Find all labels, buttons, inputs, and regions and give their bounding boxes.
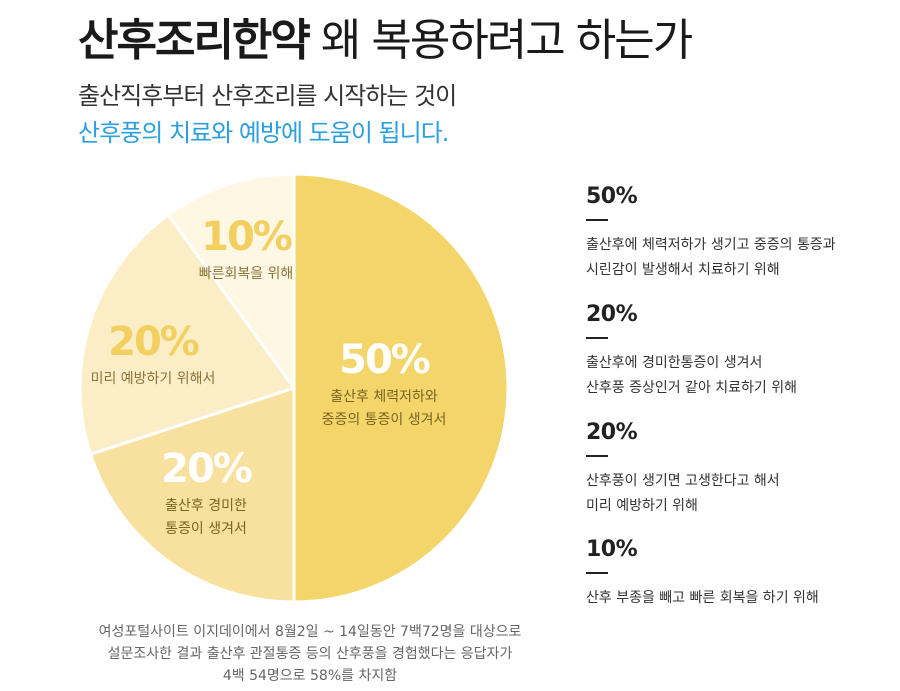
survey-footnote: 여성포털사이트 이지데이에서 8월2일 ~ 14일동안 7백72명을 대상으로 … <box>80 621 540 687</box>
slice-percent-label: 20% <box>108 319 199 365</box>
legend-percent: 50% <box>586 184 638 209</box>
legend-item-1: 50% 출산후에 체력저하가 생기고 중증의 통증과 시린감이 발생해서 치료하… <box>586 184 886 283</box>
legend-text: 산후 부종을 빼고 빠른 회복을 하기 위해 <box>586 590 819 606</box>
slice-description: 빠른회복을 위해 <box>199 266 294 282</box>
title-rest: 왜 복용하려고 하는가 <box>320 15 693 66</box>
pie-slice <box>292 172 510 604</box>
slice-description: 통증이 생겨서 <box>165 521 247 537</box>
legend-item-2: 20% 출산후에 경미한통증이 생겨서 산후풍 증상인거 같아 치료하기 위해 <box>586 302 886 401</box>
slice-percent-label: 20% <box>161 446 252 492</box>
slice-description: 중증의 통증이 생겨서 <box>322 412 447 428</box>
legend-percent: 20% <box>586 420 638 445</box>
footnote-line: 여성포털사이트 이지데이에서 8월2일 ~ 14일동안 7백72명을 대상으로 <box>98 624 522 640</box>
slice-description: 출산후 체력저하와 <box>330 389 438 405</box>
legend-divider <box>586 455 608 457</box>
legend-item-4: 10% 산후 부종을 빼고 빠른 회복을 하기 위해 <box>586 537 886 611</box>
slice-percent-label: 10% <box>201 214 292 260</box>
pie-slice <box>88 385 296 604</box>
title-bold: 산후조리한약 <box>78 15 311 66</box>
pie-slice <box>166 172 296 393</box>
legend-text: 시린감이 발생해서 치료하기 위해 <box>586 262 780 278</box>
legend-percent: 10% <box>586 537 638 562</box>
page-title: 산후조리한약 왜 복용하려고 하는가 <box>78 4 693 68</box>
slice-percent-label: 50% <box>339 337 430 383</box>
legend-divider <box>586 572 608 574</box>
slice-description: 미리 예방하기 위해서 <box>91 371 216 387</box>
legend-percent: 20% <box>586 302 638 327</box>
slice-description: 출산후 경미한 <box>165 498 247 514</box>
pie-slice <box>78 212 297 457</box>
legend-text: 출산후에 경미한통증이 생겨서 <box>586 355 763 371</box>
legend-text: 출산후에 체력저하가 생기고 중증의 통증과 <box>586 237 836 253</box>
subtitle-line-1: 출산직후부터 산후조리를 시작하는 것이 <box>78 82 457 110</box>
legend-text: 산후풍 증상인거 같아 치료하기 위해 <box>586 380 797 396</box>
legend-text: 미리 예방하기 위해 <box>586 498 698 514</box>
legend-divider <box>586 337 608 339</box>
legend-item-3: 20% 산후풍이 생기면 고생한다고 해서 미리 예방하기 위해 <box>586 420 886 519</box>
footnote-line: 설문조사한 결과 출산후 관절통증 등의 산후풍을 경험했다는 응답자가 <box>107 646 513 662</box>
footnote-line: 4백 54명으로 58%를 차지함 <box>222 668 398 684</box>
subtitle-line-2: 산후풍의 치료와 예방에 도움이 됩니다. <box>78 119 449 147</box>
legend-divider <box>586 219 608 221</box>
legend-text: 산후풍이 생기면 고생한다고 해서 <box>586 473 780 489</box>
